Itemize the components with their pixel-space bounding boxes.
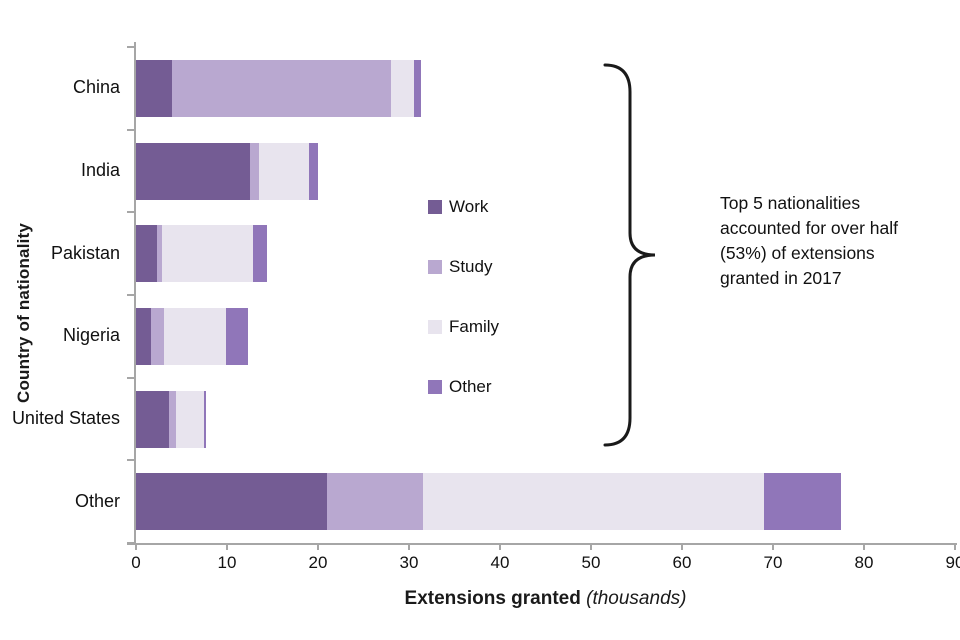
x-axis-title: Extensions granted (thousands) — [136, 588, 955, 610]
annotation-line: (53%) of extensions — [720, 243, 875, 263]
y-axis-category-label-united-states: United States — [11, 408, 120, 428]
y-axis-category-label-other: Other — [74, 490, 120, 511]
x-axis-tick — [135, 543, 137, 550]
legend-swatch-work — [428, 200, 442, 214]
y-axis-category-label-nigeria: Nigeria — [62, 325, 120, 346]
bar-segment-other-other — [763, 473, 842, 531]
x-axis-line — [127, 543, 957, 545]
bar-segment-china-other — [413, 60, 421, 117]
x-axis-tick-label: 10 — [217, 553, 237, 572]
y-axis-category-label-india: India — [80, 160, 120, 180]
x-axis-title-main: Extensions granted — [404, 588, 581, 609]
annotation-line: accounted for over half — [720, 218, 899, 238]
annotation-text: Top 5 nationalities accounted for over h… — [720, 191, 960, 291]
bar-segment-united-states-study — [168, 390, 177, 448]
x-axis-tick-label: 40 — [490, 553, 510, 572]
x-axis-tick — [590, 543, 592, 550]
annotation-line: Top 5 nationalities — [720, 193, 861, 213]
bar-segment-pakistan-work — [136, 225, 157, 283]
x-axis-tick — [863, 543, 865, 550]
legend-label-study: Study — [449, 257, 493, 276]
x-axis-tick-label: 0 — [131, 553, 141, 572]
x-axis-tick-label: 80 — [854, 553, 874, 572]
y-axis-tick — [127, 376, 134, 379]
y-axis-tick — [127, 46, 134, 48]
x-axis-tick-label: 60 — [672, 553, 692, 572]
y-axis-tick — [127, 128, 134, 131]
x-axis-tick-label: 30 — [399, 553, 419, 572]
brace-annotation — [603, 63, 656, 447]
bar-segment-nigeria-work — [136, 308, 151, 365]
bar-segment-united-states-work — [136, 390, 169, 448]
bar-segment-nigeria-other — [226, 308, 248, 365]
bar-segment-other-work — [136, 473, 328, 531]
legend-swatch-study — [428, 260, 442, 274]
bar-segment-india-other — [308, 142, 318, 200]
bar-segment-pakistan-other — [253, 225, 268, 283]
bar-segment-other-study — [327, 473, 423, 531]
x-axis-tick-label: 90 — [945, 553, 960, 572]
bar-segment-united-states-family — [176, 390, 205, 448]
legend-swatch-family — [428, 320, 442, 334]
y-axis-category-label-pakistan: Pakistan — [50, 242, 120, 263]
legend-label-family: Family — [449, 317, 500, 336]
bar-segment-pakistan-family — [162, 225, 254, 283]
x-axis-tick-label: 20 — [308, 553, 328, 572]
x-axis-tick — [408, 543, 410, 550]
x-axis-tick-label: 70 — [763, 553, 783, 572]
x-axis-tick — [317, 543, 319, 550]
bar-segment-china-work — [136, 60, 173, 117]
bar-segment-united-states-other — [204, 390, 207, 448]
bar-segment-china-family — [390, 60, 414, 117]
legend-label-work: Work — [449, 197, 489, 216]
x-axis-tick — [226, 543, 228, 550]
bar-segment-nigeria-family — [164, 308, 227, 365]
bar-segment-india-family — [258, 142, 309, 200]
legend-swatch-other — [428, 380, 442, 394]
x-axis-tick — [499, 543, 501, 550]
x-axis-tick-label: 50 — [581, 553, 601, 572]
bar-segment-china-study — [172, 60, 391, 117]
bar-segment-nigeria-study — [150, 308, 165, 365]
y-axis-tick — [127, 294, 134, 296]
y-axis-tick — [127, 459, 134, 462]
y-axis-line — [134, 42, 136, 543]
curly-brace-icon — [603, 63, 656, 447]
x-axis-tick — [681, 543, 683, 550]
bar-segment-other-family — [422, 473, 764, 531]
x-axis-tick — [954, 543, 956, 550]
x-axis-title-unit: (thousands) — [586, 588, 687, 609]
y-axis-tick — [127, 211, 134, 214]
bar-segment-india-study — [249, 142, 259, 200]
annotation-line: granted in 2017 — [720, 268, 842, 288]
x-axis-tick — [772, 543, 774, 550]
legend-label-other: Other — [449, 377, 492, 396]
bar-segment-pakistan-study — [156, 225, 163, 283]
bar-segment-india-work — [136, 142, 250, 200]
y-axis-category-label-china: China — [72, 77, 120, 98]
